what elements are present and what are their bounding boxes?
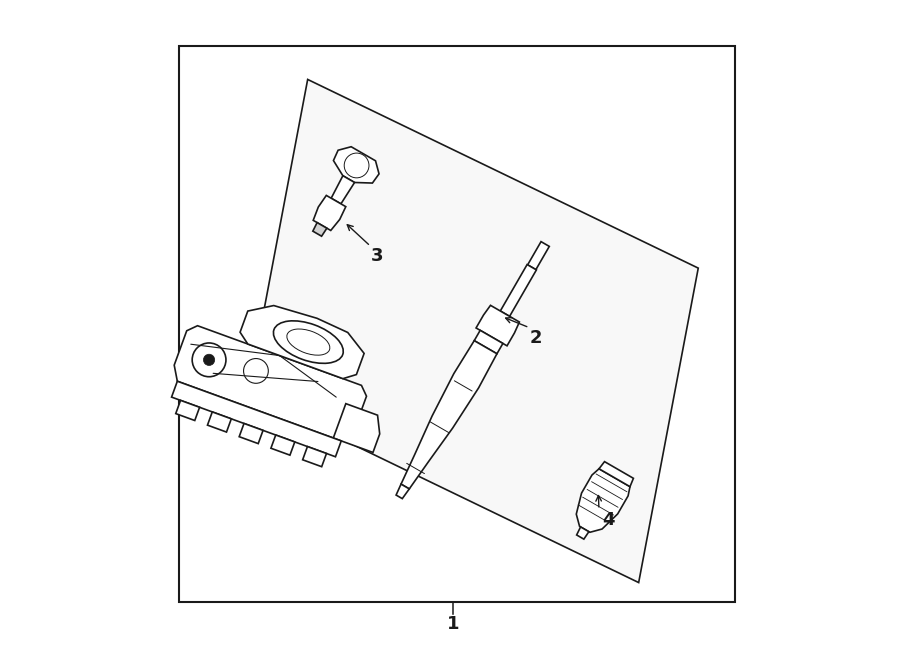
Polygon shape: [401, 341, 497, 489]
Polygon shape: [396, 484, 410, 498]
Polygon shape: [577, 527, 589, 539]
Polygon shape: [313, 222, 327, 236]
Polygon shape: [239, 424, 263, 444]
Polygon shape: [331, 175, 355, 204]
Text: 3: 3: [371, 247, 383, 265]
Polygon shape: [175, 326, 366, 441]
Polygon shape: [474, 330, 503, 354]
Polygon shape: [333, 147, 379, 183]
Polygon shape: [172, 381, 341, 457]
Text: 4: 4: [603, 510, 615, 529]
Polygon shape: [333, 404, 380, 452]
Polygon shape: [271, 435, 295, 455]
Polygon shape: [527, 242, 549, 269]
Polygon shape: [599, 461, 634, 487]
Polygon shape: [500, 265, 536, 316]
Bar: [178, 46, 734, 602]
Text: 2: 2: [530, 328, 543, 347]
Polygon shape: [240, 306, 364, 379]
Polygon shape: [313, 195, 346, 230]
Polygon shape: [208, 412, 231, 432]
Polygon shape: [576, 469, 630, 532]
Polygon shape: [302, 447, 327, 467]
Text: 1: 1: [447, 614, 460, 633]
Polygon shape: [476, 305, 519, 346]
Circle shape: [203, 354, 215, 365]
Polygon shape: [176, 401, 200, 420]
Polygon shape: [248, 79, 698, 583]
